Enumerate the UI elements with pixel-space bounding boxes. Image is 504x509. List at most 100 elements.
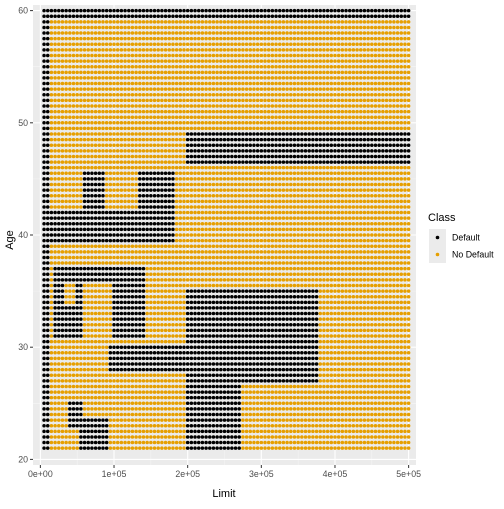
point-no-default bbox=[274, 205, 278, 209]
point-no-default bbox=[352, 267, 356, 271]
point-default bbox=[94, 278, 98, 282]
point-no-default bbox=[374, 200, 378, 204]
point-no-default bbox=[388, 435, 392, 439]
point-no-default bbox=[366, 244, 370, 248]
point-no-default bbox=[90, 368, 94, 372]
point-default bbox=[230, 385, 234, 389]
point-no-default bbox=[182, 205, 186, 209]
point-no-default bbox=[385, 233, 389, 237]
point-default bbox=[94, 446, 98, 450]
point-default bbox=[94, 435, 98, 439]
point-default bbox=[212, 373, 216, 377]
point-no-default bbox=[370, 373, 374, 377]
point-no-default bbox=[105, 256, 109, 260]
point-no-default bbox=[182, 435, 186, 439]
point-no-default bbox=[90, 250, 94, 254]
point-default bbox=[241, 379, 245, 383]
point-default bbox=[237, 373, 241, 377]
point-no-default bbox=[392, 250, 396, 254]
point-default bbox=[42, 334, 46, 338]
point-no-default bbox=[293, 261, 297, 265]
point-no-default bbox=[296, 216, 300, 220]
point-no-default bbox=[156, 446, 160, 450]
point-no-default bbox=[197, 278, 201, 282]
point-default bbox=[304, 301, 308, 305]
point-default bbox=[116, 233, 120, 237]
point-no-default bbox=[385, 362, 389, 366]
point-default bbox=[212, 312, 216, 316]
point-no-default bbox=[363, 188, 367, 192]
point-no-default bbox=[72, 200, 76, 204]
point-default bbox=[289, 368, 293, 372]
point-default bbox=[300, 334, 304, 338]
point-default bbox=[42, 368, 46, 372]
point-default bbox=[293, 295, 297, 299]
point-no-default bbox=[179, 329, 183, 333]
point-no-default bbox=[282, 205, 286, 209]
point-default bbox=[304, 379, 308, 383]
point-no-default bbox=[319, 396, 323, 400]
point-default bbox=[234, 407, 238, 411]
point-no-default bbox=[337, 379, 341, 383]
point-no-default bbox=[145, 424, 149, 428]
point-no-default bbox=[403, 200, 407, 204]
point-no-default bbox=[396, 418, 400, 422]
point-default bbox=[197, 435, 201, 439]
point-no-default bbox=[400, 373, 404, 377]
point-no-default bbox=[75, 379, 79, 383]
point-default bbox=[138, 222, 142, 226]
point-no-default bbox=[175, 413, 179, 417]
point-no-default bbox=[326, 435, 330, 439]
point-no-default bbox=[105, 385, 109, 389]
point-default bbox=[145, 211, 149, 215]
point-no-default bbox=[90, 407, 94, 411]
point-default bbox=[241, 323, 245, 327]
point-no-default bbox=[245, 250, 249, 254]
point-default bbox=[274, 301, 278, 305]
point-no-default bbox=[293, 216, 297, 220]
point-no-default bbox=[344, 430, 348, 434]
point-no-default bbox=[182, 222, 186, 226]
point-default bbox=[42, 250, 46, 254]
point-no-default bbox=[68, 250, 72, 254]
point-default bbox=[83, 200, 87, 204]
point-no-default bbox=[160, 441, 164, 445]
point-no-default bbox=[293, 211, 297, 215]
point-no-default bbox=[392, 205, 396, 209]
point-no-default bbox=[237, 273, 241, 277]
point-no-default bbox=[407, 216, 411, 220]
point-no-default bbox=[263, 396, 267, 400]
point-no-default bbox=[311, 200, 315, 204]
point-no-default bbox=[326, 222, 330, 226]
point-no-default bbox=[278, 188, 282, 192]
point-no-default bbox=[307, 222, 311, 226]
point-no-default bbox=[388, 368, 392, 372]
point-no-default bbox=[120, 205, 124, 209]
point-no-default bbox=[75, 188, 79, 192]
point-no-default bbox=[86, 329, 90, 333]
point-no-default bbox=[256, 385, 260, 389]
point-no-default bbox=[337, 278, 341, 282]
point-no-default bbox=[127, 385, 131, 389]
point-no-default bbox=[381, 273, 385, 277]
point-default bbox=[75, 306, 79, 310]
point-no-default bbox=[75, 177, 79, 181]
point-no-default bbox=[352, 200, 356, 204]
point-no-default bbox=[271, 413, 275, 417]
point-no-default bbox=[293, 244, 297, 248]
point-no-default bbox=[57, 418, 61, 422]
point-no-default bbox=[315, 278, 319, 282]
point-no-default bbox=[355, 385, 359, 389]
point-no-default bbox=[366, 194, 370, 198]
point-no-default bbox=[330, 244, 334, 248]
point-no-default bbox=[344, 267, 348, 271]
point-default bbox=[226, 345, 230, 349]
point-default bbox=[190, 379, 194, 383]
point-no-default bbox=[153, 261, 157, 265]
point-no-default bbox=[204, 172, 208, 176]
point-no-default bbox=[322, 239, 326, 243]
point-no-default bbox=[212, 228, 216, 232]
point-no-default bbox=[315, 407, 319, 411]
point-no-default bbox=[381, 407, 385, 411]
point-no-default bbox=[204, 244, 208, 248]
